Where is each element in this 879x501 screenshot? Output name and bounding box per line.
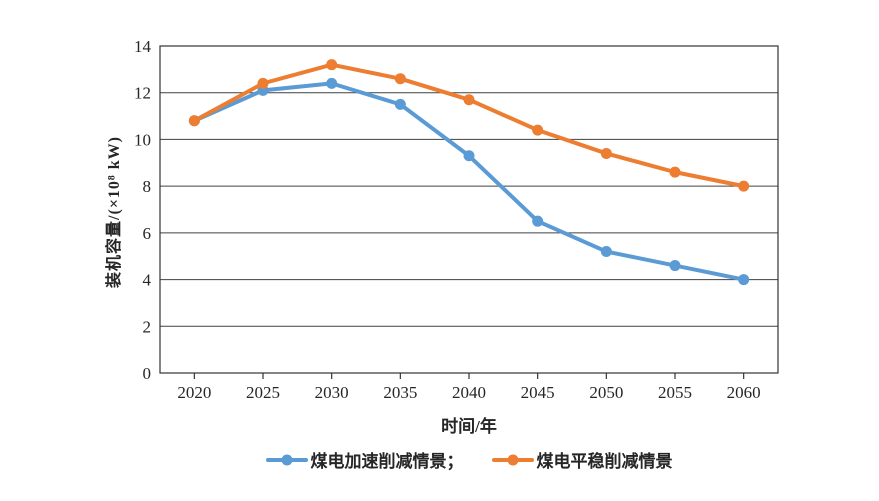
series-accelerated-reduction-point bbox=[394, 98, 406, 110]
series-steady-reduction-point bbox=[394, 73, 406, 85]
legend: 煤电加速削减情景； 煤电平稳削减情景 bbox=[160, 447, 778, 472]
legend-dot-marker bbox=[507, 454, 518, 465]
legend-line-marker-icon bbox=[491, 454, 534, 466]
series-steady-reduction-point bbox=[257, 77, 269, 89]
series-steady-reduction-point bbox=[326, 59, 338, 71]
legend-item-accelerated-scenario: 煤电加速削减情景； bbox=[265, 447, 464, 472]
series-steady-reduction-point bbox=[669, 166, 681, 178]
series-accelerated-reduction-point bbox=[738, 274, 750, 286]
series-accelerated-reduction-point bbox=[669, 260, 681, 272]
x-tick-label: 2020 bbox=[177, 383, 211, 402]
x-tick-label: 2030 bbox=[315, 383, 349, 402]
x-tick-label: 2035 bbox=[383, 383, 417, 402]
x-tick-label: 2045 bbox=[521, 383, 555, 402]
y-tick-label: 12 bbox=[134, 84, 151, 103]
legend-item-steady-scenario: 煤电平稳削减情景 bbox=[491, 447, 673, 472]
legend-label-steady: 煤电平稳削减情景 bbox=[536, 452, 673, 471]
series-steady-reduction-point bbox=[738, 180, 750, 192]
series-steady-reduction-line bbox=[192, 62, 746, 189]
x-tick-label: 2025 bbox=[246, 383, 280, 402]
legend-label-accelerated: 煤电加速削减情景； bbox=[310, 452, 464, 471]
x-tick-label: 2050 bbox=[589, 383, 623, 402]
legend-line-marker-icon bbox=[265, 454, 308, 466]
y-tick-label: 14 bbox=[134, 37, 152, 56]
series-accelerated-reduction-point bbox=[326, 77, 338, 89]
y-tick-label: 8 bbox=[143, 177, 152, 196]
y-tick-label: 10 bbox=[134, 130, 151, 149]
series-steady-reduction-point bbox=[600, 147, 612, 159]
y-tick-label: 0 bbox=[143, 364, 152, 383]
series-accelerated-reduction-point bbox=[463, 150, 475, 162]
x-tick-label: 2055 bbox=[658, 383, 692, 402]
series-steady-reduction-point bbox=[188, 115, 200, 127]
y-tick-label: 4 bbox=[143, 271, 152, 290]
y-axis-title: 装机容量/(×10⁸ kW) bbox=[106, 136, 123, 288]
series-steady-reduction-point bbox=[532, 124, 544, 136]
y-tick-label: 6 bbox=[143, 224, 152, 243]
series-accelerated-reduction-point bbox=[532, 215, 544, 227]
x-tick-label: 2060 bbox=[727, 383, 761, 402]
series-steady-reduction-point bbox=[463, 94, 475, 106]
series-accelerated-reduction-line bbox=[192, 81, 746, 282]
x-axis-title: 时间/年 bbox=[441, 417, 497, 436]
x-tick-label: 2040 bbox=[452, 383, 486, 402]
y-tick-label: 2 bbox=[143, 317, 152, 336]
series-accelerated-reduction-point bbox=[600, 246, 612, 258]
legend-dot-marker bbox=[281, 454, 292, 465]
